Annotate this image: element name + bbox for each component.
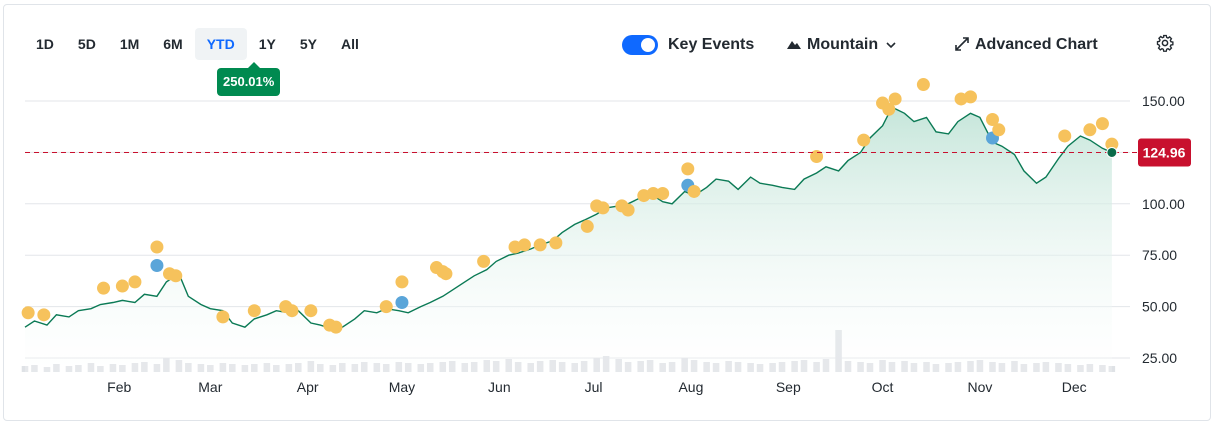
key-event-dot xyxy=(477,254,491,268)
key-event-dot xyxy=(992,123,1006,137)
key-event-dot xyxy=(549,236,563,250)
key-event-dot xyxy=(1095,117,1109,131)
key-event-dot xyxy=(247,304,261,318)
chevron-down-icon xyxy=(886,38,896,52)
key-event-dot xyxy=(285,304,299,318)
key-event-dot xyxy=(888,92,902,106)
key-event-dot xyxy=(1083,123,1097,137)
return-badge: 250.01% xyxy=(217,62,281,96)
x-tick-label: Feb xyxy=(107,379,131,395)
key-event-dot xyxy=(128,275,142,289)
x-tick-label: Jun xyxy=(488,379,511,395)
x-tick-label: Mar xyxy=(198,379,222,395)
key-event-dot xyxy=(533,238,547,252)
x-tick-label: Dec xyxy=(1062,379,1087,395)
key-event-dot xyxy=(169,269,183,283)
key-event-dot xyxy=(97,281,111,295)
last-price-label: 124.96 xyxy=(1143,144,1186,160)
last-price-marker xyxy=(1106,146,1118,158)
x-tick-label: Oct xyxy=(872,379,894,395)
key-event-dot xyxy=(1058,129,1072,143)
key-events-label: Key Events xyxy=(668,36,755,53)
y-tick-label: 50.00 xyxy=(1142,299,1177,315)
expand-icon xyxy=(955,36,969,54)
range-5d[interactable]: 5D xyxy=(77,36,96,52)
key-event-dot xyxy=(115,279,129,293)
key-event-dot xyxy=(379,300,393,314)
range-6m[interactable]: 6M xyxy=(163,36,183,52)
key-event-split-dot xyxy=(395,295,409,309)
key-event-dot xyxy=(916,78,930,92)
key-event-dot xyxy=(621,203,635,217)
price-area xyxy=(25,107,1112,372)
range-ytd[interactable]: YTD xyxy=(194,28,247,60)
key-event-dot xyxy=(964,90,978,104)
settings-button[interactable] xyxy=(1156,32,1174,58)
toggle-switch[interactable] xyxy=(622,35,658,55)
price-line xyxy=(24,106,1113,330)
key-event-dot xyxy=(810,150,824,164)
range-1y[interactable]: 1Y xyxy=(258,36,276,52)
key-event-dot xyxy=(150,240,164,254)
range-5y[interactable]: 5Y xyxy=(299,36,317,52)
x-tick-label: May xyxy=(389,379,415,395)
mountain-icon xyxy=(787,38,801,52)
x-tick-label: Aug xyxy=(678,379,703,395)
key-event-dot xyxy=(21,306,35,320)
range-all[interactable]: All xyxy=(340,36,359,52)
key-event-dot xyxy=(517,238,531,252)
key-event-dot xyxy=(656,187,670,201)
range-1d[interactable]: 1D xyxy=(36,36,54,52)
key-event-dot xyxy=(646,187,660,201)
key-event-dot xyxy=(857,133,871,147)
key-event-dot xyxy=(37,308,51,322)
range-selector: 1D 5D 1M 6M YTD 1Y 5Y All xyxy=(24,28,371,60)
key-event-dot xyxy=(596,201,610,215)
key-event-dot xyxy=(985,113,999,127)
key-event-dot xyxy=(1105,137,1119,151)
key-event-dot xyxy=(304,304,318,318)
x-tick-label: Nov xyxy=(967,379,992,395)
x-tick-label: Jul xyxy=(585,379,603,395)
key-event-dot xyxy=(687,184,701,198)
key-event-dot xyxy=(681,162,695,176)
y-tick-label: 25.00 xyxy=(1142,350,1177,366)
key-event-dot xyxy=(329,320,343,334)
y-tick-label: 75.00 xyxy=(1142,247,1177,263)
toggle-knob xyxy=(641,38,655,52)
advanced-chart-button[interactable]: Advanced Chart xyxy=(955,32,1098,58)
chart-type-dropdown[interactable]: Mountain xyxy=(787,32,896,58)
key-event-split-dot xyxy=(150,258,164,272)
x-tick-label: Sep xyxy=(776,379,801,395)
range-1m[interactable]: 1M xyxy=(119,36,140,52)
y-tick-label: 100.00 xyxy=(1142,196,1185,212)
key-event-dot xyxy=(882,102,896,116)
gear-icon xyxy=(1156,34,1174,57)
key-events-toggle[interactable]: Key Events xyxy=(622,32,754,58)
key-event-dot xyxy=(395,275,409,289)
key-event-dot xyxy=(580,219,594,233)
advanced-chart-label: Advanced Chart xyxy=(975,36,1098,53)
key-event-dot xyxy=(216,310,230,324)
chart-type-label: Mountain xyxy=(807,36,879,53)
x-tick-label: Apr xyxy=(297,379,319,395)
key-event-dot xyxy=(439,267,453,281)
y-tick-label: 150.00 xyxy=(1142,93,1185,109)
last-price-badge xyxy=(1138,138,1191,167)
